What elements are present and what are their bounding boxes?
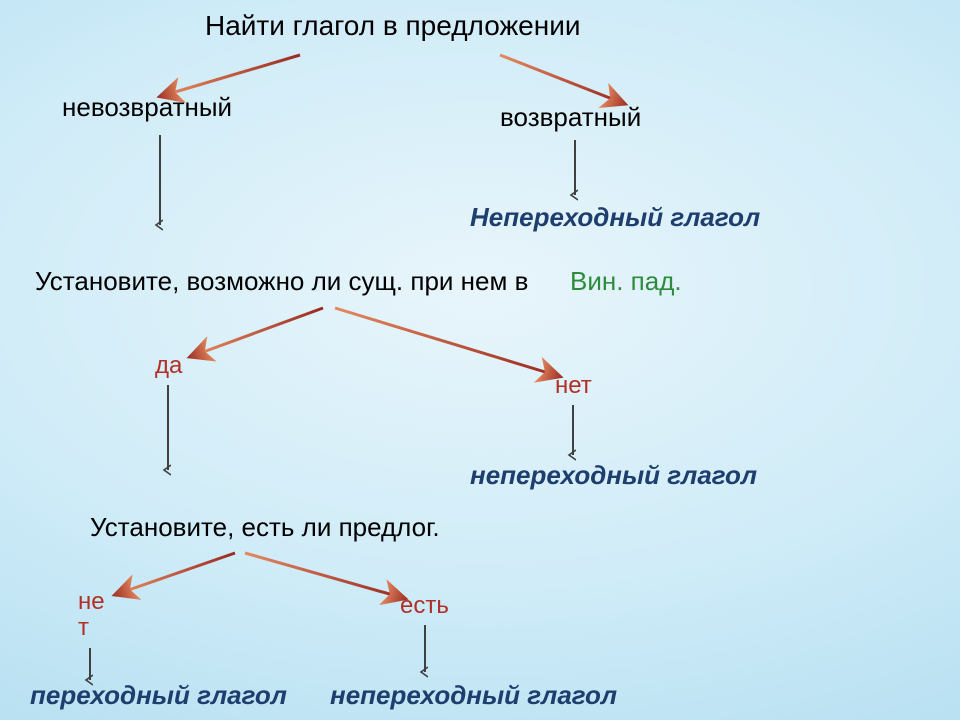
arrow-8	[120, 553, 235, 593]
arrow-5	[335, 308, 555, 375]
node-nonreflexive: невозвратный	[62, 92, 232, 123]
node-no: нет	[555, 372, 592, 400]
node-transitive: переходный глагол	[30, 680, 287, 711]
node-intransitive2: непереходный глагол	[470, 460, 757, 491]
node-yes2: есть	[400, 592, 449, 620]
node-question1_b: Вин. пад.	[570, 266, 682, 297]
node-intransitive3: непереходный глагол	[330, 680, 617, 711]
node-no2_line2: т	[78, 614, 89, 642]
arrow-0	[165, 55, 300, 95]
node-question2: Установите, есть ли предлог.	[90, 512, 440, 543]
node-intransitive1: Непереходный глагол	[470, 202, 760, 233]
arrow-1	[500, 55, 620, 102]
node-no2_line1: не	[78, 588, 105, 616]
arrow-4	[195, 308, 323, 355]
diagram-canvas: Найти глагол в предложении невозвратный во…	[0, 0, 960, 720]
node-title: Найти глагол в предложении	[205, 10, 581, 42]
node-question1_a: Установите, возможно ли сущ. при нем в	[35, 266, 528, 297]
node-reflexive: возвратный	[500, 102, 641, 133]
node-yes: да	[155, 352, 182, 380]
arrow-9	[245, 553, 400, 597]
